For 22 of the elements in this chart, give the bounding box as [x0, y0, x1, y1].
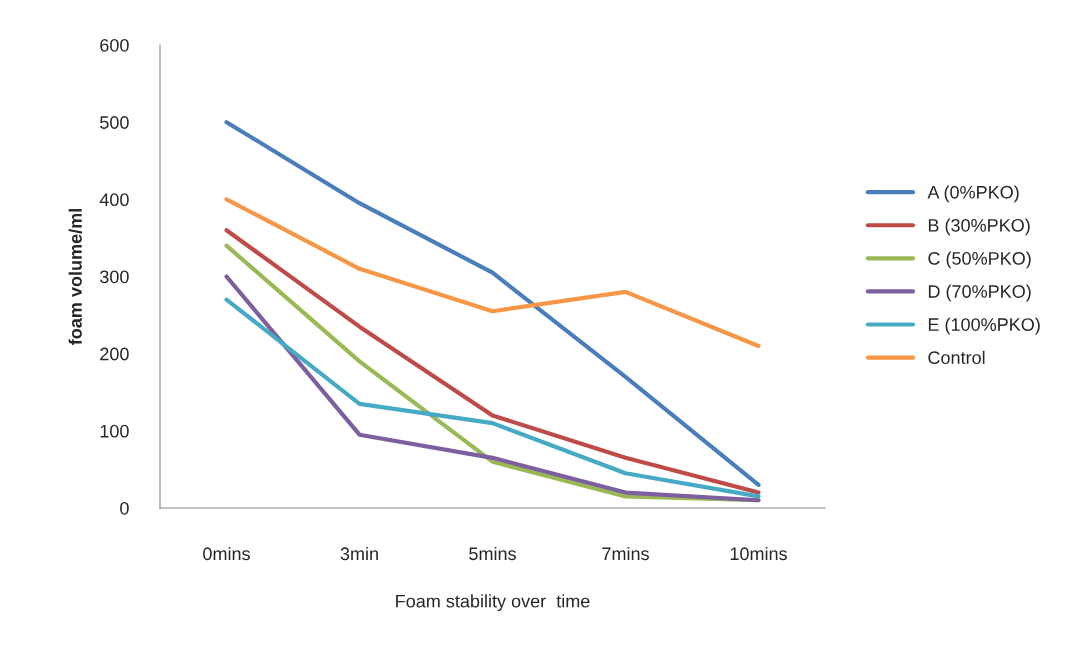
y-tick-label: 0	[120, 501, 129, 515]
line-series	[224, 120, 761, 487]
legend-label: C (50%PKO)	[928, 251, 1031, 269]
y-tick-label: 200	[100, 347, 129, 361]
x-tick-label: 5mins	[469, 546, 516, 561]
y-tick-label: 400	[99, 193, 129, 207]
y-axis-title: foam volume/ml	[68, 209, 83, 345]
x-tick-label: 0mins	[203, 546, 250, 561]
y-tick-label: 100	[100, 424, 129, 438]
y-tick-label: 600	[100, 38, 129, 52]
x-tick-label: 3min	[340, 546, 378, 561]
legend-label: D (70%PKO)	[928, 284, 1031, 302]
legend-label: E (100%PKO)	[928, 317, 1040, 335]
x-axis-title: Foam stability over time	[396, 594, 590, 612]
legend-label: Control	[928, 350, 985, 365]
line-series	[224, 197, 761, 349]
legend-label: A (0%PKO)	[927, 185, 1019, 203]
x-tick-label: 7mins	[602, 546, 649, 561]
legend-label: B (30%PKO)	[928, 218, 1030, 236]
y-tick-label: 500	[100, 116, 129, 129]
x-tick-label: 10mins	[730, 546, 787, 561]
y-tick-label: 300	[100, 270, 129, 284]
